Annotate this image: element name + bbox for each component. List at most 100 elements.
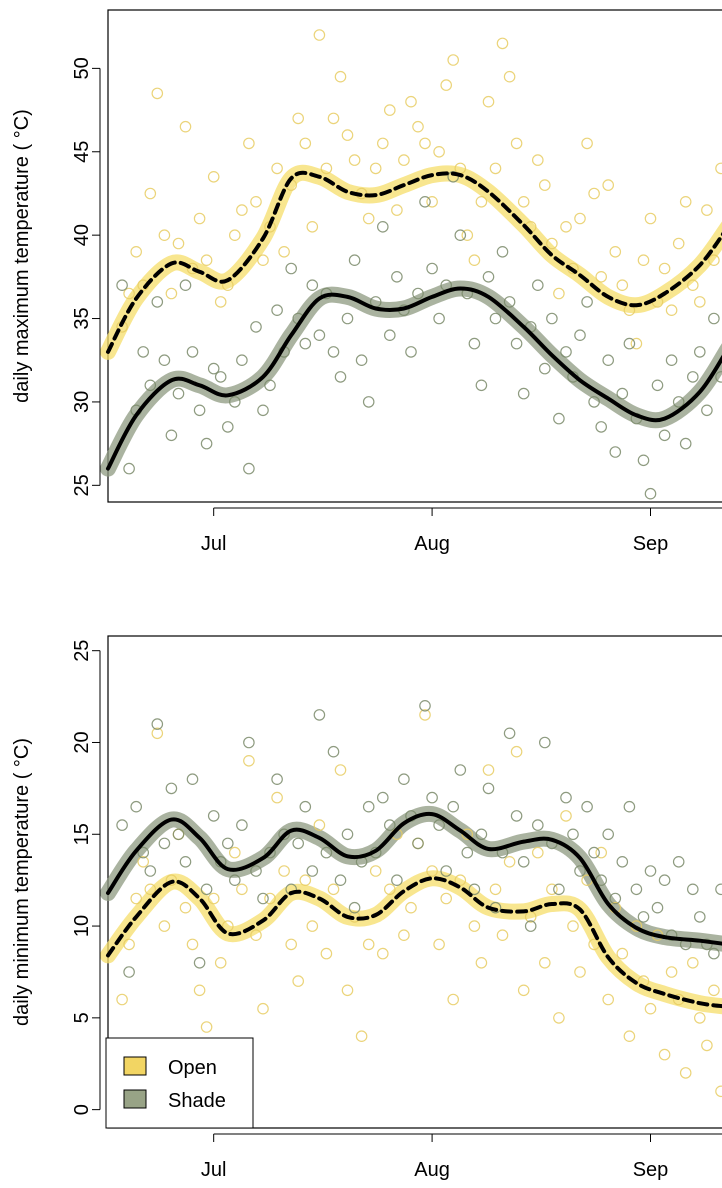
data-point-shade — [651, 901, 664, 914]
data-point-shade — [475, 828, 488, 841]
confidence-bands — [100, 164, 722, 477]
data-point-shade — [517, 855, 530, 868]
legend-label-open: Open — [168, 1057, 217, 1079]
data-point-open — [334, 70, 347, 83]
data-point-shade — [693, 911, 706, 923]
data-point-shade — [679, 437, 692, 450]
data-point-open — [257, 1002, 269, 1015]
data-point-shade — [264, 846, 276, 859]
data-point-shade — [581, 296, 593, 308]
y-axis-label: daily minimum temperature ( °C) — [11, 738, 33, 1026]
data-point-shade — [489, 312, 502, 325]
data-point-shade — [362, 800, 375, 813]
data-point-shade — [447, 800, 459, 813]
legend-swatch-open — [123, 1056, 147, 1076]
data-point-shade — [222, 837, 234, 850]
data-point-shade — [567, 828, 579, 841]
data-point-shade — [609, 446, 622, 458]
data-point-shade — [602, 354, 614, 366]
data-point-open — [250, 929, 262, 941]
data-point-shade — [588, 396, 600, 408]
data-point-open — [362, 212, 375, 225]
data-point-open — [186, 262, 199, 275]
data-point-shade — [137, 346, 149, 358]
data-point-shade — [665, 929, 678, 941]
data-point-open — [475, 956, 488, 969]
data-point-shade — [701, 404, 713, 417]
data-point-shade — [250, 321, 262, 333]
data-point-shade — [158, 837, 171, 850]
data-point-open — [313, 29, 326, 41]
data-point-open — [271, 791, 283, 804]
data-point-open — [693, 1012, 706, 1024]
y-tick-label: 20 — [71, 731, 93, 753]
data-point-shade — [538, 736, 551, 749]
y-tick-label: 25 — [71, 474, 93, 496]
data-point-shade — [229, 396, 241, 408]
data-point-shade — [644, 865, 657, 877]
data-point-shade — [454, 229, 467, 241]
data-point-open — [574, 212, 586, 225]
data-point-open — [602, 179, 614, 191]
y-axis: 25 30 35 40 45 50 — [71, 57, 101, 496]
data-point-shade — [708, 312, 720, 325]
data-point-shade — [391, 270, 403, 283]
data-point-open — [567, 920, 579, 932]
data-point-shade — [560, 346, 572, 358]
smooth-lines — [106, 170, 722, 471]
data-point-open — [426, 196, 438, 208]
data-point-open — [348, 154, 361, 166]
data-point-open — [665, 304, 678, 316]
data-point-shade — [602, 828, 614, 841]
data-point-shade — [236, 354, 248, 366]
data-point-shade — [172, 828, 185, 841]
data-point-open — [553, 1012, 565, 1024]
data-point-shade — [482, 270, 495, 283]
data-point-shade — [524, 920, 537, 932]
data-point-open — [278, 865, 290, 877]
y-axis-label: daily maximum temperature ( °C) — [11, 109, 33, 403]
data-point-shade — [623, 337, 636, 350]
data-point-shade — [708, 947, 720, 960]
confidence-band-open — [100, 870, 722, 1015]
data-point-open — [130, 892, 142, 905]
data-point-shade — [715, 883, 722, 896]
data-point-open — [383, 883, 396, 896]
data-point-open — [426, 865, 438, 877]
data-point-open — [299, 874, 312, 886]
data-point-shade — [672, 855, 685, 868]
legend-box — [105, 1037, 254, 1129]
smooth-line-shade — [106, 811, 722, 946]
data-point-shade — [475, 379, 488, 392]
data-point-open — [468, 254, 481, 267]
data-point-open — [701, 1039, 713, 1052]
data-point-open — [538, 956, 551, 969]
data-point-open — [616, 279, 629, 291]
data-point-open — [546, 237, 558, 250]
data-point-shade — [200, 437, 213, 450]
data-point-open — [560, 810, 572, 822]
data-point-open — [123, 287, 135, 300]
data-point-open — [116, 993, 128, 1006]
data-point-open — [151, 87, 164, 100]
data-point-shade — [461, 846, 474, 859]
data-point-shade — [214, 371, 227, 383]
plot-frame — [107, 9, 722, 503]
data-point-shade — [116, 819, 128, 831]
data-point-shade — [292, 837, 304, 850]
data-point-open — [369, 865, 382, 877]
data-point-open — [250, 196, 262, 208]
data-point-open — [320, 947, 333, 960]
data-point-shade — [665, 354, 678, 366]
data-point-open — [299, 137, 312, 150]
data-point-shade — [257, 892, 269, 905]
data-point-open — [285, 938, 297, 951]
data-point-open — [595, 270, 607, 283]
data-point-open — [158, 229, 171, 241]
data-point-shade — [271, 304, 283, 316]
data-point-open — [214, 956, 227, 969]
data-point-shade — [510, 810, 523, 822]
data-point-open — [207, 171, 220, 183]
data-point-shade — [426, 262, 438, 275]
data-point-shade — [172, 387, 185, 400]
